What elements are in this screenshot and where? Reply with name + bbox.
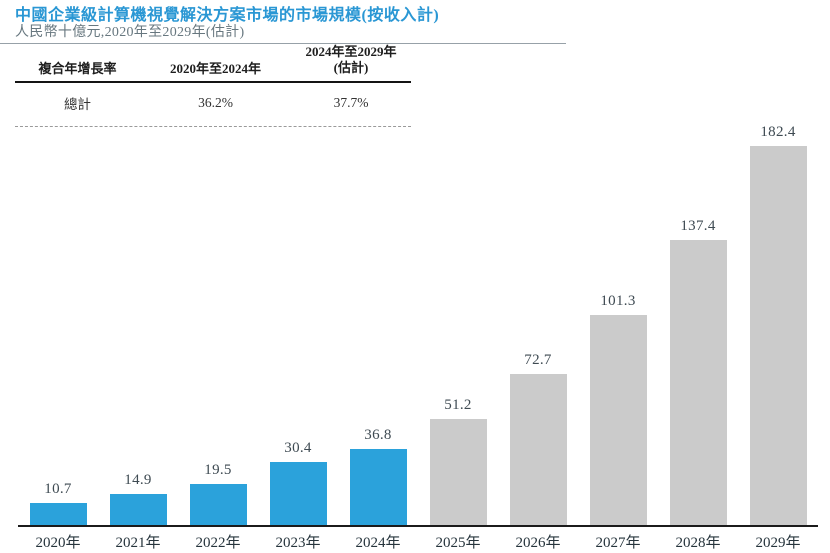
- bar-value-label: 10.7: [44, 481, 72, 497]
- x-axis-label-2020年: 2020年: [35, 535, 81, 551]
- x-axis-label-2022年: 2022年: [195, 535, 241, 551]
- bar-group-2022年: 19.5: [178, 462, 258, 525]
- bar-value-label: 19.5: [204, 462, 232, 478]
- x-axis-label-2028年: 2028年: [675, 535, 721, 551]
- chart-plot-area: 10.7 14.9 19.5 30.4 36.8 51.2 72.7 101.3 137.4 18…: [18, 107, 818, 527]
- x-axis-label-2025年: 2025年: [435, 535, 481, 551]
- bar-2021年: [109, 494, 167, 525]
- bar-group-2020年: 10.7: [18, 481, 98, 525]
- bar-value-label: 51.2: [444, 397, 472, 413]
- bar-group-2027年: 101.3: [578, 293, 658, 525]
- cagr-header-2024-2029: 2024年至2029年 (估計): [291, 44, 411, 77]
- bar-group-2029年: 182.4: [738, 124, 818, 525]
- chart-x-labels: 2020年 2021年 2022年 2023年 2024年 2025年 2026年 2027年…: [18, 531, 818, 552]
- cagr-table-header: 複合年增長率 2020年至2024年 2024年至2029年 (估計): [15, 44, 411, 83]
- bar-value-label: 14.9: [124, 472, 152, 488]
- bar-2023年: [269, 462, 327, 525]
- cagr-table-row-total: 總計 36.2% 37.7%: [15, 83, 411, 127]
- bar-value-label: 182.4: [760, 124, 796, 140]
- bar-2028年: [669, 240, 727, 525]
- cagr-header-2024-2029-line2: (估計): [333, 60, 369, 76]
- x-axis-label-2024年: 2024年: [355, 535, 401, 551]
- chart-title: 中國企業級計算機視覺解決方案市場的市場規模(按收入計): [15, 7, 440, 24]
- cagr-header-2024-2029-line1: 2024年至2029年: [305, 44, 397, 59]
- cagr-header-metric: 複合年增長率: [38, 60, 117, 76]
- bar-group-2026年: 72.7: [498, 352, 578, 525]
- x-axis-label-2029年: 2029年: [755, 535, 801, 551]
- cagr-row-label: 總計: [64, 96, 91, 112]
- bar-2020年: [29, 503, 87, 525]
- cagr-header-2020-2024: 2020年至2024年: [169, 60, 261, 76]
- bar-value-label: 36.8: [364, 427, 392, 443]
- bar-2025年: [429, 419, 487, 525]
- bar-value-label: 101.3: [600, 293, 636, 309]
- cagr-value-2024-2029: 37.7%: [333, 94, 369, 110]
- bar-group-2023年: 30.4: [258, 440, 338, 525]
- bar-value-label: 30.4: [284, 440, 312, 456]
- x-axis-label-2027年: 2027年: [595, 535, 641, 551]
- bar-value-label: 72.7: [524, 352, 552, 368]
- bar-2026年: [509, 374, 567, 525]
- bar-2024年: [349, 449, 407, 525]
- bar-value-label: 137.4: [680, 218, 716, 234]
- chart-subtitle: 人民幣十億元,2020年至2029年(估計): [15, 25, 245, 40]
- bar-group-2025年: 51.2: [418, 397, 498, 525]
- subtitle-underline: 人民幣十億元,2020年至2029年(估計): [0, 21, 566, 44]
- x-axis-label-2023年: 2023年: [275, 535, 321, 551]
- bar-2027年: [589, 315, 647, 525]
- cagr-table: 複合年增長率 2020年至2024年 2024年至2029年 (估計) 總計 3…: [15, 44, 411, 127]
- bar-group-2021年: 14.9: [98, 472, 178, 525]
- x-axis-label-2021年: 2021年: [115, 535, 161, 551]
- bar-group-2028年: 137.4: [658, 218, 738, 525]
- bar-2029年: [749, 146, 807, 525]
- bar-2022年: [189, 484, 247, 525]
- x-axis-label-2026年: 2026年: [515, 535, 561, 551]
- bar-group-2024年: 36.8: [338, 427, 418, 525]
- cagr-value-2020-2024: 36.2%: [198, 94, 233, 110]
